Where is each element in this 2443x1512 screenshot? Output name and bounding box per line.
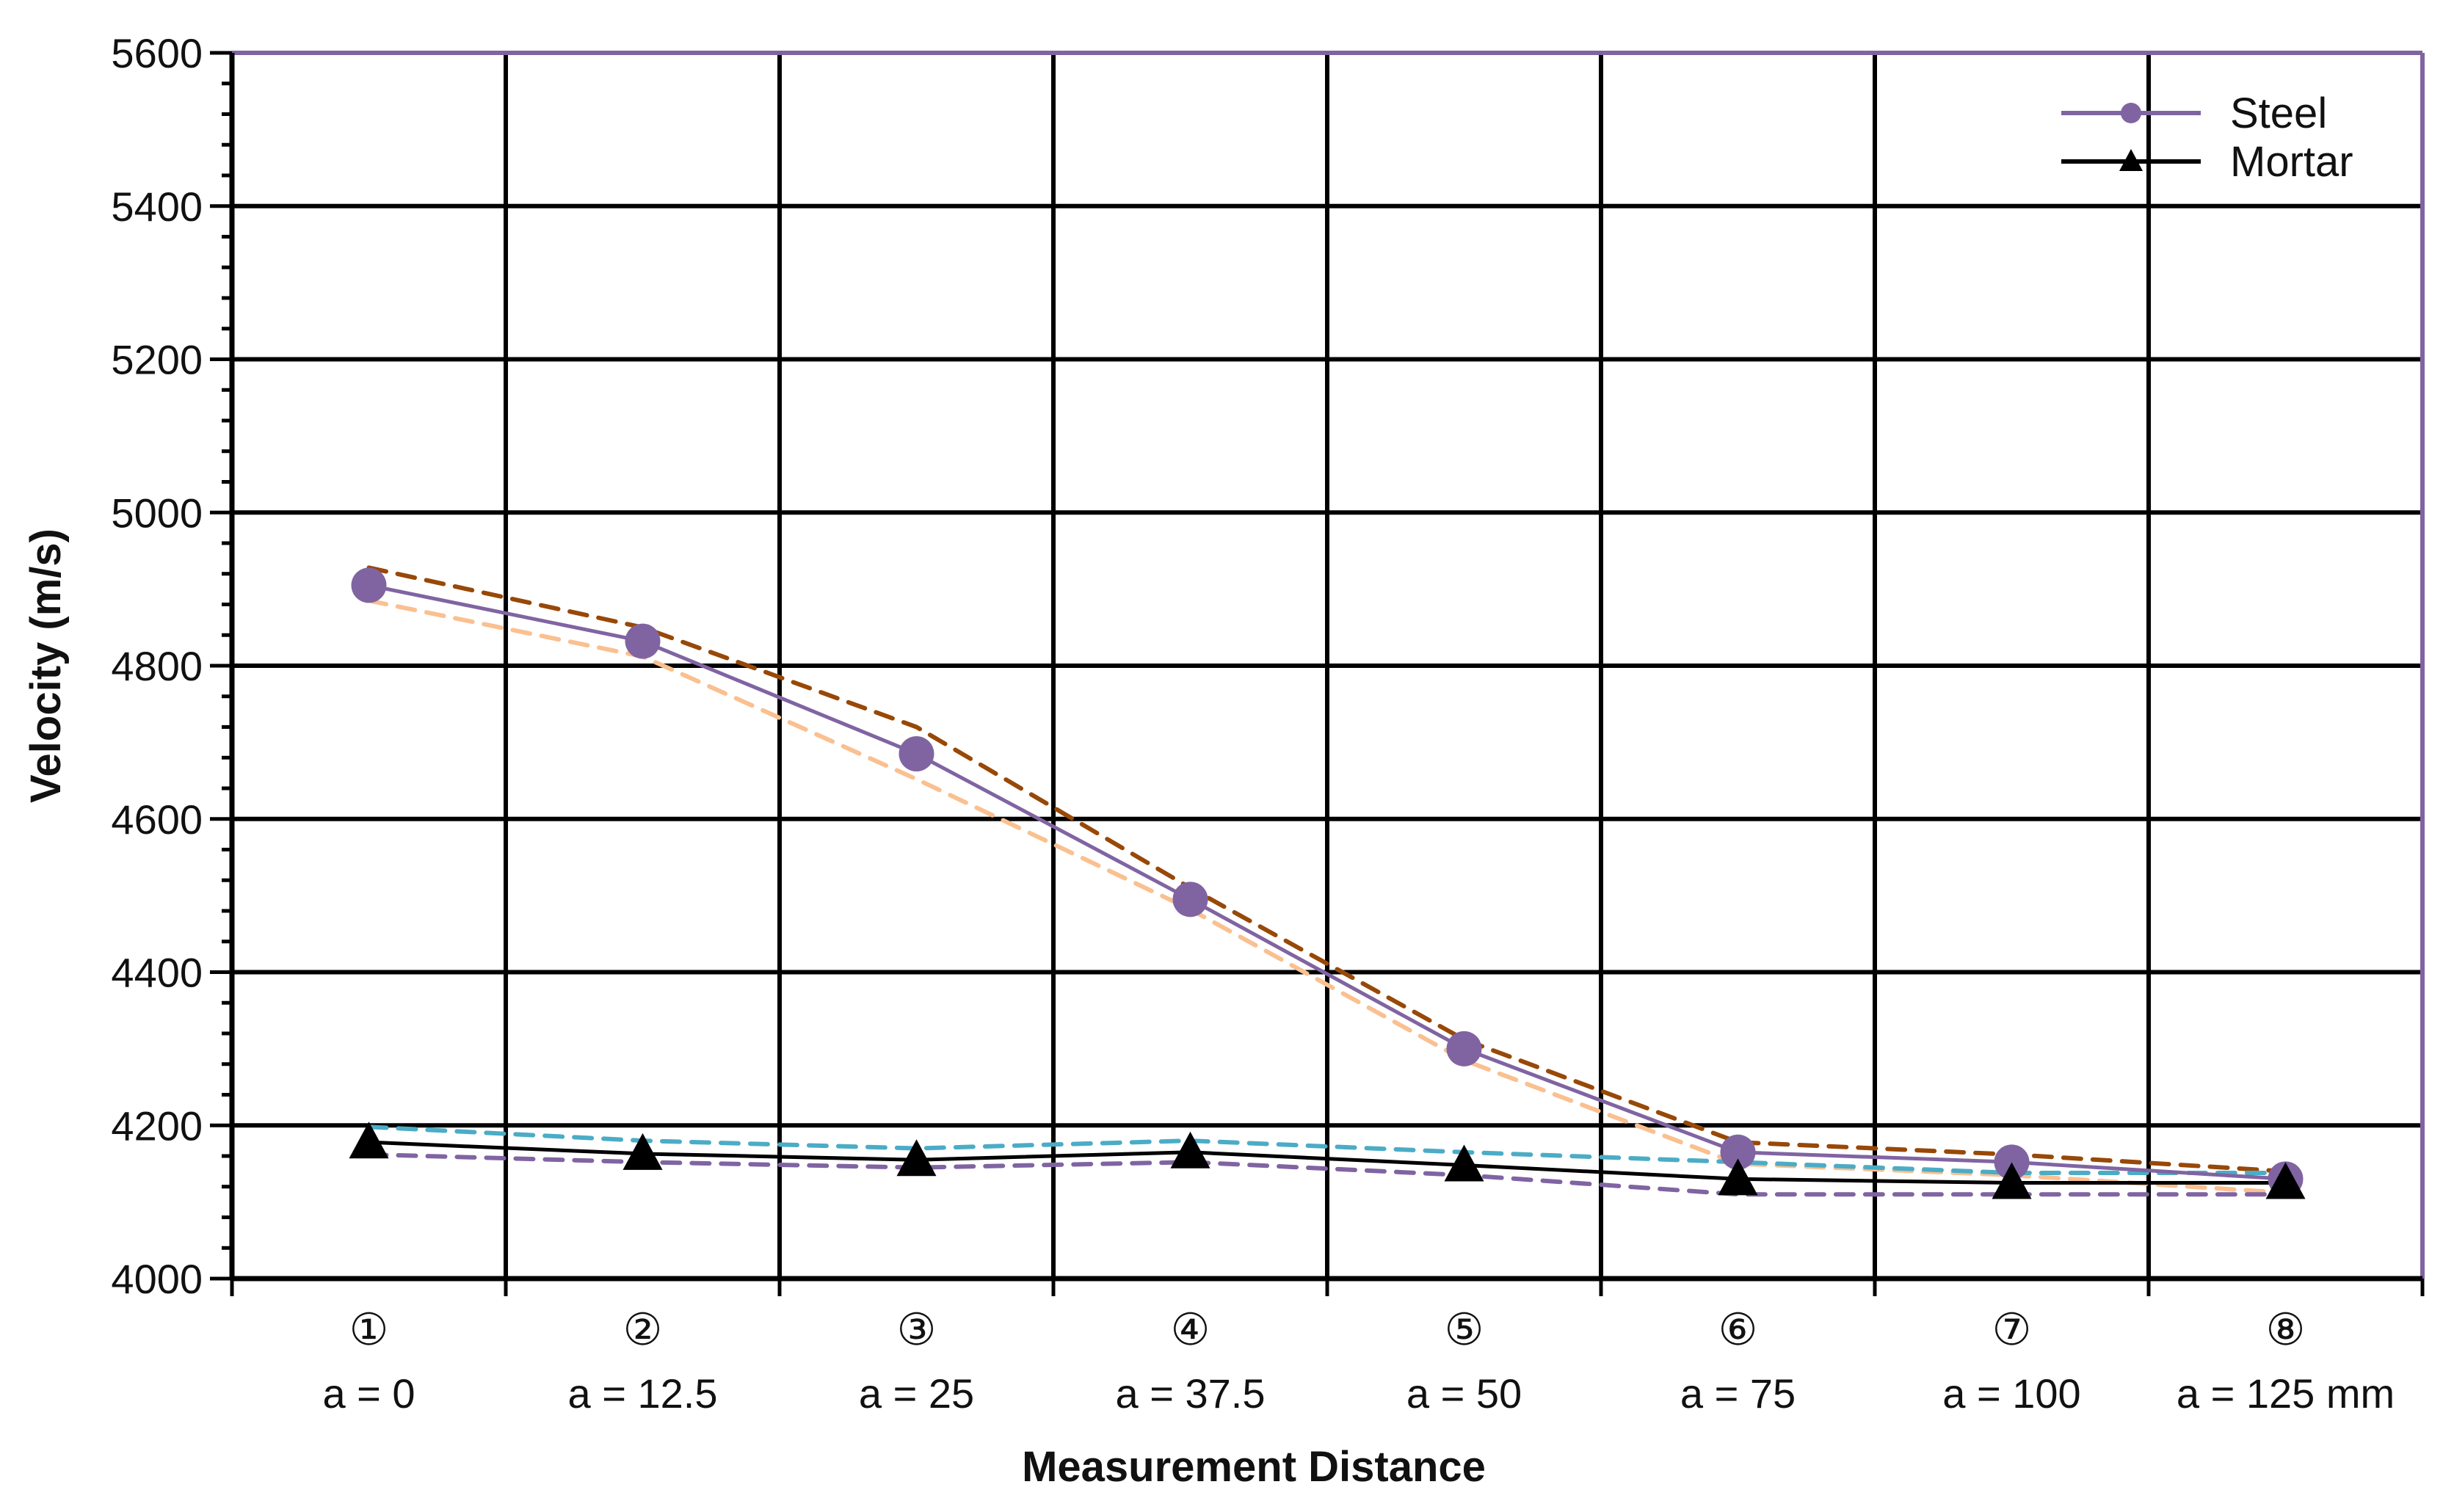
- reference-5-series-line: [366, 1152, 2288, 1197]
- x-category-number: ⑧: [2266, 1305, 2306, 1354]
- x-category-label: a = 37.5: [1116, 1370, 1266, 1417]
- steel-point: [1994, 1144, 2030, 1180]
- y-axis-title: Velocity (m/s): [22, 528, 70, 803]
- steel-point: [899, 736, 934, 772]
- mortar-point: [1992, 1162, 2032, 1199]
- steel-point: [1720, 1134, 1756, 1170]
- reference-2-series-line: [366, 565, 2288, 1174]
- y-tick-label: 4600: [111, 796, 203, 843]
- legend-steel-label: Steel: [2230, 90, 2327, 137]
- x-category-label: a = 0: [322, 1370, 415, 1417]
- x-category-number: ⑦: [1992, 1305, 2032, 1354]
- y-tick-label: 5600: [111, 30, 203, 76]
- y-tick-label: 4000: [111, 1256, 203, 1302]
- y-tick-label: 5000: [111, 490, 203, 536]
- legend-mortar-label: Mortar: [2230, 138, 2353, 186]
- mortar-point: [2265, 1162, 2306, 1199]
- steel-series-line: [367, 583, 2287, 1181]
- mortar-point: [1170, 1131, 1210, 1168]
- y-tick-label: 5400: [111, 183, 203, 230]
- reference-4-series-line: [366, 1124, 2288, 1175]
- mortar-series-line: [367, 1140, 2287, 1185]
- x-category-number: ④: [1171, 1305, 1210, 1354]
- x-category-label: a = 25: [859, 1370, 974, 1417]
- y-tick-label: 5200: [111, 337, 203, 383]
- x-category-number: ⑥: [1718, 1305, 1758, 1354]
- x-category-label: a = 75: [1680, 1370, 1796, 1417]
- x-category-label: a = 50: [1406, 1370, 1522, 1417]
- x-category-label: a = 12.5: [568, 1370, 718, 1417]
- x-category-number: ⑤: [1445, 1305, 1484, 1354]
- x-category-number: ③: [897, 1305, 937, 1354]
- mortar-point: [349, 1122, 389, 1159]
- y-tick-label: 4400: [111, 950, 203, 996]
- y-tick-label: 4200: [111, 1102, 203, 1149]
- x-category-number: ②: [623, 1305, 663, 1354]
- y-tick-label: 4800: [111, 643, 203, 689]
- legend-mortar-marker: [2119, 149, 2143, 171]
- steel-point: [1172, 882, 1208, 917]
- steel-point: [625, 623, 661, 659]
- steel-point: [351, 567, 387, 603]
- mortar-point: [1718, 1158, 1758, 1196]
- legend-steel-marker: [2121, 103, 2141, 123]
- steel-point: [1446, 1031, 1482, 1066]
- mortar-point: [622, 1133, 663, 1170]
- x-axis-title: Measurement Distance: [1022, 1443, 1486, 1491]
- mortar-point: [896, 1139, 937, 1177]
- x-category-label: a = 125 mm: [2177, 1370, 2395, 1417]
- x-category-label: a = 100: [1942, 1370, 2080, 1417]
- mortar-point: [1444, 1144, 1484, 1182]
- x-category-number: ①: [349, 1305, 389, 1354]
